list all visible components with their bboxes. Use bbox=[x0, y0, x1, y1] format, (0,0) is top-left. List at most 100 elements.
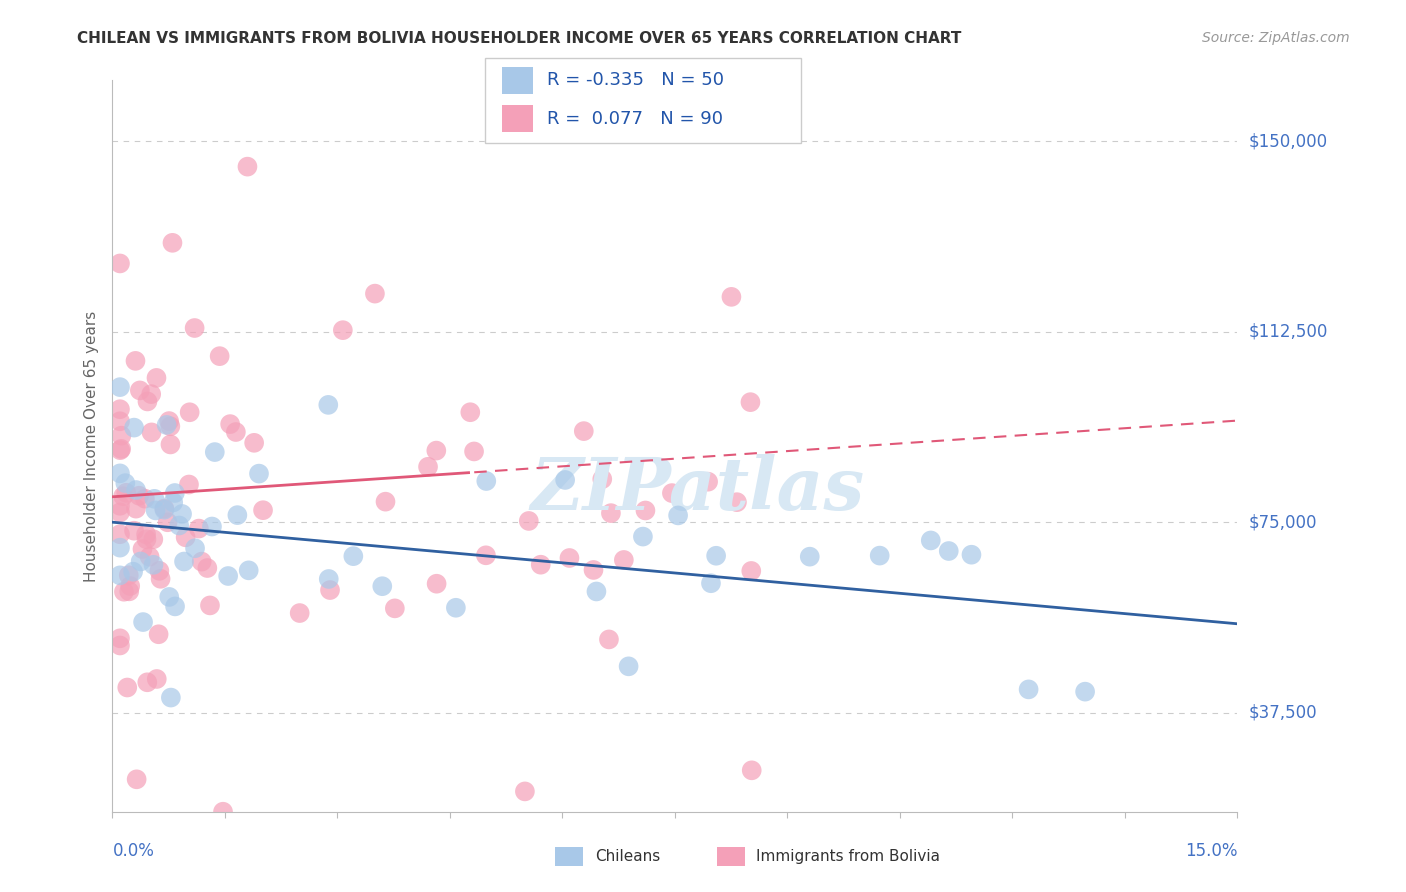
Point bbox=[225, 425, 247, 439]
Point bbox=[741, 764, 763, 778]
Point bbox=[145, 672, 167, 686]
Point bbox=[183, 321, 205, 335]
Point bbox=[108, 541, 131, 555]
Point bbox=[115, 485, 138, 500]
Point bbox=[475, 549, 498, 563]
Point bbox=[118, 568, 141, 582]
Point bbox=[108, 527, 131, 541]
Point bbox=[136, 675, 159, 690]
Text: R = -0.335   N = 50: R = -0.335 N = 50 bbox=[547, 71, 724, 89]
Point bbox=[125, 483, 148, 497]
Point bbox=[204, 445, 226, 459]
Point bbox=[153, 502, 176, 516]
Point bbox=[135, 533, 157, 547]
Point bbox=[145, 503, 167, 517]
Point bbox=[364, 286, 387, 301]
Point bbox=[416, 459, 439, 474]
Point bbox=[167, 518, 190, 533]
Point bbox=[238, 563, 260, 577]
Point bbox=[165, 599, 187, 614]
Point bbox=[108, 639, 131, 653]
Point bbox=[725, 495, 748, 509]
Point bbox=[384, 601, 406, 615]
Point bbox=[118, 584, 141, 599]
Point bbox=[128, 489, 150, 503]
Point bbox=[201, 519, 224, 533]
Point bbox=[342, 549, 364, 564]
Point bbox=[174, 530, 197, 544]
Point bbox=[316, 398, 339, 412]
Point bbox=[613, 553, 636, 567]
Point bbox=[142, 558, 165, 572]
Point bbox=[108, 414, 131, 428]
Point bbox=[426, 576, 449, 591]
Point bbox=[156, 515, 179, 529]
Point bbox=[162, 495, 184, 509]
Point bbox=[212, 805, 235, 819]
Point bbox=[108, 402, 131, 417]
Point bbox=[195, 561, 218, 575]
Point bbox=[170, 507, 193, 521]
Point bbox=[177, 477, 200, 491]
Point bbox=[697, 475, 720, 489]
Point bbox=[179, 405, 201, 419]
Point bbox=[148, 627, 170, 641]
Point bbox=[129, 554, 152, 568]
Point bbox=[666, 508, 689, 523]
Point bbox=[444, 600, 467, 615]
Point bbox=[122, 524, 145, 538]
Point bbox=[208, 349, 231, 363]
Point bbox=[141, 387, 163, 401]
Point bbox=[475, 474, 498, 488]
Point bbox=[598, 632, 620, 647]
Point bbox=[243, 435, 266, 450]
Point bbox=[128, 384, 150, 398]
Point bbox=[591, 472, 613, 486]
Point bbox=[371, 579, 394, 593]
Point bbox=[288, 606, 311, 620]
Point bbox=[134, 491, 156, 506]
Point bbox=[463, 444, 485, 458]
Point bbox=[661, 486, 683, 500]
Point bbox=[600, 506, 623, 520]
Point bbox=[517, 514, 540, 528]
Point bbox=[159, 437, 181, 451]
Point bbox=[159, 419, 181, 434]
Point bbox=[318, 572, 340, 586]
Point bbox=[799, 549, 821, 564]
Point bbox=[110, 428, 132, 442]
Point bbox=[108, 256, 131, 270]
Point bbox=[704, 549, 727, 563]
Text: Immigrants from Bolivia: Immigrants from Bolivia bbox=[756, 849, 941, 863]
Point bbox=[108, 568, 131, 582]
Point bbox=[513, 784, 536, 798]
Point bbox=[631, 530, 654, 544]
Point bbox=[124, 354, 146, 368]
Point bbox=[112, 489, 135, 503]
Point bbox=[960, 548, 983, 562]
Point bbox=[554, 473, 576, 487]
Point bbox=[938, 544, 960, 558]
Point bbox=[425, 443, 447, 458]
Point bbox=[582, 563, 605, 577]
Point bbox=[184, 541, 207, 556]
Point bbox=[157, 590, 180, 604]
Point bbox=[190, 555, 212, 569]
Point bbox=[108, 505, 131, 519]
Point bbox=[740, 395, 762, 409]
Point bbox=[108, 499, 131, 513]
Point bbox=[125, 501, 148, 516]
Point bbox=[219, 417, 242, 431]
Text: $37,500: $37,500 bbox=[1249, 704, 1317, 722]
Point bbox=[173, 555, 195, 569]
Point bbox=[132, 615, 155, 629]
Point bbox=[1074, 684, 1097, 698]
Point bbox=[148, 564, 170, 578]
Point bbox=[1018, 682, 1040, 697]
Point bbox=[558, 551, 581, 566]
Text: $75,000: $75,000 bbox=[1249, 513, 1317, 532]
Point bbox=[110, 442, 132, 456]
Point bbox=[108, 380, 131, 394]
Point bbox=[252, 503, 274, 517]
Text: R =  0.077   N = 90: R = 0.077 N = 90 bbox=[547, 110, 723, 128]
